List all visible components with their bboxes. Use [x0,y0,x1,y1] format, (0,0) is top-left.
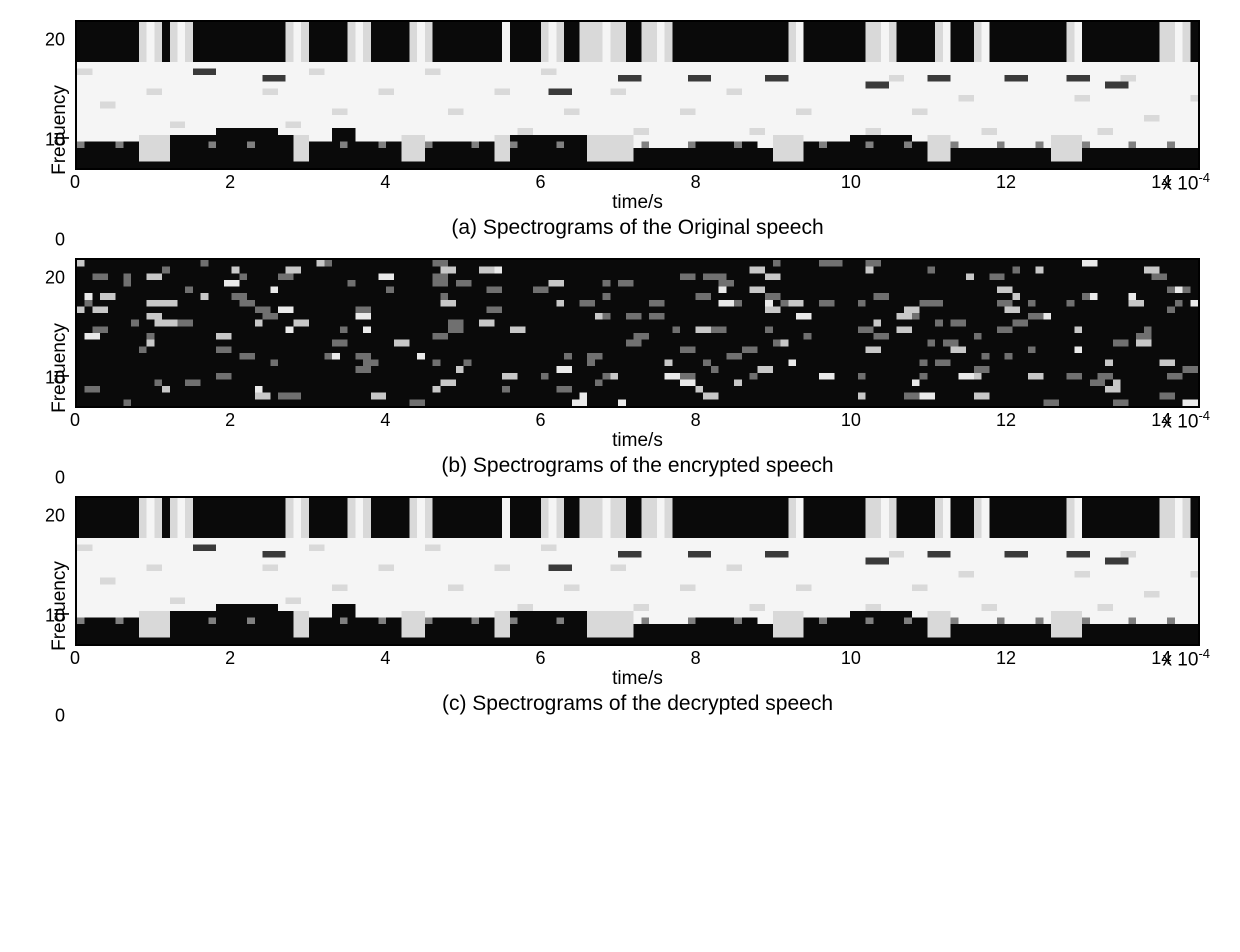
ytick-label: 10 [35,368,65,389]
xtick-label: 10 [841,410,861,431]
xtick-label: 10 [841,648,861,669]
xtick-label: 12 [996,410,1016,431]
xscale-c: x 10-4 [1163,646,1210,671]
xtick-label: 8 [691,648,701,669]
spectrogram-canvas-c [77,498,1198,644]
xtick-label: 0 [70,410,80,431]
xtick-label: 0 [70,648,80,669]
figure-root: Frequency0102002468101214x 10-4time/s(a)… [70,20,1200,716]
xtick-label: 12 [996,172,1016,193]
xscale-b: x 10-4 [1163,408,1210,433]
ytick-label: 10 [35,606,65,627]
caption-b: (b) Spectrograms of the encrypted speech [75,454,1200,478]
xtick-label: 2 [225,410,235,431]
ytick-label: 20 [35,30,65,51]
xtick-label: 2 [225,648,235,669]
xtick-label: 8 [691,172,701,193]
ytick-label: 0 [35,468,65,489]
xtick-label: 6 [536,172,546,193]
ytick-label: 0 [35,230,65,251]
xscale-a: x 10-4 [1163,170,1210,195]
caption-a: (a) Spectrograms of the Original speech [75,216,1200,240]
xlabel-a: time/s [75,192,1200,214]
xtick-label: 8 [691,410,701,431]
ytick-label: 10 [35,130,65,151]
xtick-label: 4 [380,648,390,669]
spectrogram-a [75,20,1200,170]
spectrogram-b [75,258,1200,408]
xtick-label: 12 [996,648,1016,669]
ytick-label: 20 [35,506,65,527]
xtick-label: 6 [536,410,546,431]
ytick-label: 20 [35,268,65,289]
xlabel-c: time/s [75,668,1200,690]
xtick-label: 0 [70,172,80,193]
xtick-label: 6 [536,648,546,669]
ytick-label: 0 [35,706,65,727]
panel-b: Frequency0102002468101214x 10-4time/s(b)… [70,258,1200,478]
spectrogram-canvas-b [77,260,1198,406]
spectrogram-canvas-a [77,22,1198,168]
spectrogram-c [75,496,1200,646]
xtick-label: 4 [380,172,390,193]
xtick-label: 4 [380,410,390,431]
panel-c: Frequency0102002468101214x 10-4time/s(c)… [70,496,1200,716]
panel-a: Frequency0102002468101214x 10-4time/s(a)… [70,20,1200,240]
caption-c: (c) Spectrograms of the decrypted speech [75,692,1200,716]
xticks-a: 02468101214x 10-4 [75,170,1200,194]
xticks-b: 02468101214x 10-4 [75,408,1200,432]
xtick-label: 2 [225,172,235,193]
xticks-c: 02468101214x 10-4 [75,646,1200,670]
xtick-label: 10 [841,172,861,193]
xlabel-b: time/s [75,430,1200,452]
